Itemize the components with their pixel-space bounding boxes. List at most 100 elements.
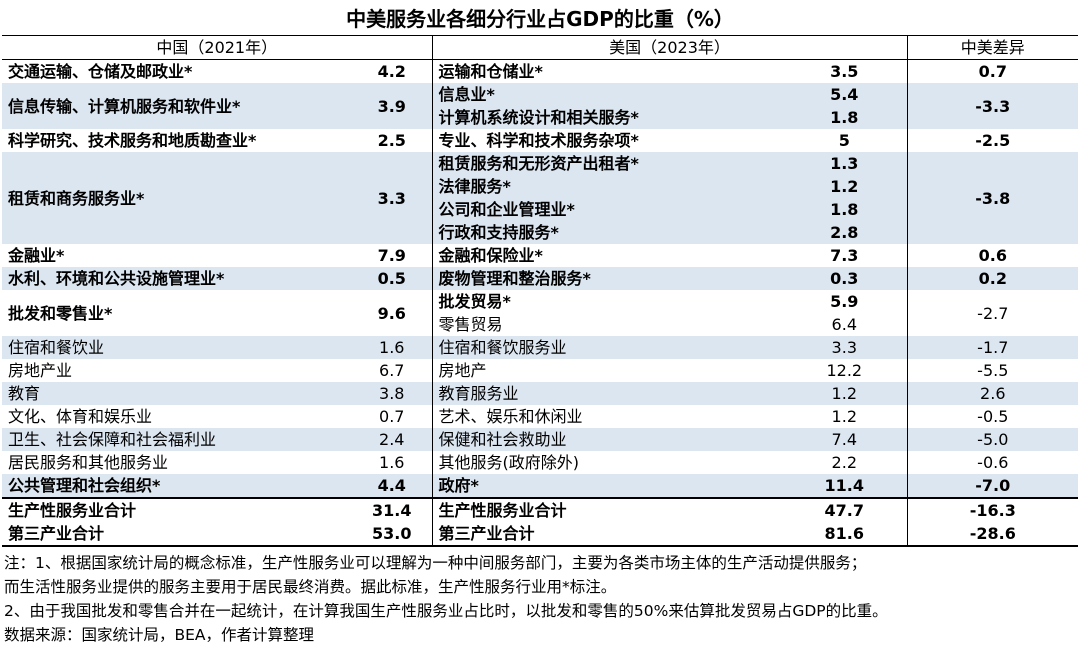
cn-industry: 生产性服务业合计: [2, 497, 352, 522]
us-value: 1.8: [782, 198, 908, 221]
header-row: 中国（2021年） 美国（2023年） 中美差异: [2, 35, 1079, 60]
diff-value: -5.0: [906, 428, 1079, 451]
cn-industry: 水利、环境和公共设施管理业*: [2, 267, 352, 290]
cn-industry: 金融业*: [8, 246, 65, 265]
table: 中国（2021年） 美国（2023年） 中美差异 交通运输、仓储及邮政业* 4.2…: [2, 35, 1079, 547]
row: 法律服务* 1.2: [2, 175, 1078, 198]
us-industry: 零售贸易: [431, 313, 783, 336]
us-value: 12.2: [826, 361, 863, 380]
us-industry: 法律服务*: [431, 175, 783, 198]
diff-value: -16.3: [906, 497, 1079, 522]
cn-value: 9.6: [377, 303, 406, 323]
row: 租赁和商务服务业* 3.3 租赁服务和无形资产出租者* 1.3 -3.8: [2, 152, 1079, 244]
row: 计算机系统设计和相关服务* 1.8: [2, 106, 1078, 129]
cn-value: 3.8: [352, 382, 433, 405]
diff-value: -28.6: [906, 522, 1079, 547]
row: 公司和企业管理业* 1.8: [2, 198, 1078, 221]
us-value: 3.3: [782, 336, 908, 359]
row: 科学研究、技术服务和地质勘查业* 2.5 专业、科学和技术服务杂项* 5 -2.5: [2, 129, 1079, 152]
cn-industry: 卫生、社会保障和社会福利业: [2, 428, 352, 451]
diff-value: 2.6: [906, 382, 1079, 405]
note-line: 2、由于我国批发和零售合并在一起统计，在计算我国生产性服务业占比时，以批发和零售…: [4, 602, 888, 620]
cn-industry: 公共管理和社会组织*: [2, 474, 352, 498]
cn-industry: 信息传输、计算机服务和软件业*: [2, 83, 352, 129]
diff-value: -1.7: [906, 336, 1079, 359]
note-line: 而生活性服务业提供的服务主要用于居民最终消费。据此标准，生产性服务行业用*标注。: [4, 578, 617, 596]
us-industry: 公司和企业管理业*: [431, 198, 783, 221]
cn-industry: 文化、体育和娱乐业: [8, 407, 153, 426]
us-value: 1.8: [782, 106, 908, 129]
us-value: 6.4: [831, 315, 857, 334]
us-value: 1.2: [782, 175, 908, 198]
cn-industry: 教育: [2, 382, 352, 405]
total-row: 第三产业合计 53.0 第三产业合计 81.6 -28.6: [2, 522, 1079, 547]
us-value: 81.6: [782, 522, 908, 547]
cn-value: 2.4: [352, 428, 433, 451]
diff-value: -3.8: [906, 152, 1079, 244]
row: 房地产业 6.7 房地产 12.2 -5.5: [2, 359, 1079, 382]
cn-value: 3.9: [352, 83, 433, 129]
us-industry: 行政和支持服务*: [431, 221, 783, 244]
cn-industry: 住宿和餐饮业: [2, 336, 352, 359]
diff-value: -0.6: [906, 451, 1079, 474]
cn-value: 1.6: [352, 336, 433, 359]
diff-value: 0.6: [906, 244, 1079, 267]
us-value: 1.2: [782, 382, 908, 405]
cn-value: 4.2: [377, 62, 406, 81]
us-value: 7.4: [782, 428, 908, 451]
cn-value: 2.5: [377, 131, 406, 150]
us-industry: 生产性服务业合计: [431, 497, 783, 522]
cn-industry: 交通运输、仓储及邮政业*: [8, 62, 193, 81]
us-industry: 艺术、娱乐和休闲业: [431, 405, 783, 428]
header-cell: 中美差异: [906, 35, 1079, 60]
us-value: 5: [838, 131, 850, 150]
cn-value: 0.5: [352, 267, 433, 290]
row: 卫生、社会保障和社会福利业 2.4 保健和社会救助业 7.4 -5.0: [2, 428, 1079, 451]
cn-value: 7.9: [377, 246, 406, 265]
cn-value: 31.4: [352, 497, 433, 522]
diff-value: 0.7: [906, 59, 1079, 83]
us-industry: 政府*: [431, 474, 783, 498]
us-industry: 信息业*: [431, 83, 783, 106]
us-value: 5.9: [830, 292, 859, 311]
row: 交通运输、仓储及邮政业* 4.2 运输和仓储业* 3.5 0.7: [2, 59, 1079, 83]
header-cell: 中国（2021年）: [2, 35, 433, 60]
row: 信息传输、计算机服务和软件业* 3.9 信息业* 5.4 -3.3: [2, 83, 1079, 129]
us-value: 47.7: [782, 497, 908, 522]
us-value: 7.3: [830, 246, 859, 265]
cn-industry: 科学研究、技术服务和地质勘查业*: [8, 131, 257, 150]
us-industry: 其他服务(政府除外): [431, 451, 783, 474]
us-value: 3.5: [830, 62, 859, 81]
row: 水利、环境和公共设施管理业* 0.5 废物管理和整治服务* 0.3 0.2: [2, 267, 1079, 290]
us-industry: 第三产业合计: [431, 522, 783, 547]
table-body: 中国（2021年） 美国（2023年） 中美差异 交通运输、仓储及邮政业* 4.2…: [2, 35, 1079, 547]
us-industry: 运输和仓储业*: [431, 59, 783, 83]
cn-industry: 居民服务和其他服务业: [8, 453, 169, 472]
diff-value: -0.5: [906, 405, 1079, 428]
us-industry: 废物管理和整治服务*: [431, 267, 783, 290]
us-industry: 保健和社会救助业: [431, 428, 783, 451]
cn-value: 53.0: [352, 522, 433, 547]
us-industry: 住宿和餐饮服务业: [431, 336, 783, 359]
us-industry: 房地产: [431, 359, 783, 382]
cn-value: 6.7: [379, 361, 405, 380]
us-value: 2.2: [831, 453, 857, 472]
total-row: 生产性服务业合计 31.4 生产性服务业合计 47.7 -16.3: [2, 497, 1079, 522]
diff-value: -2.7: [906, 290, 1079, 336]
cn-industry: 房地产业: [8, 361, 73, 380]
header-cell: 美国（2023年）: [431, 35, 908, 60]
note-line: 数据来源：国家统计局，BEA，作者计算整理: [4, 626, 315, 644]
title: 中美服务业各细分行业占GDP的比重（%）: [346, 7, 734, 31]
us-industry: 教育服务业: [431, 382, 783, 405]
us-value: 0.3: [782, 267, 908, 290]
cn-value: 1.6: [379, 453, 405, 472]
us-industry: 专业、科学和技术服务杂项*: [431, 129, 783, 152]
cn-industry: 批发和零售业*: [8, 303, 113, 323]
us-value: 1.2: [831, 407, 857, 426]
row: 教育 3.8 教育服务业 1.2 2.6: [2, 382, 1079, 405]
cn-value: 4.4: [352, 474, 433, 498]
cn-value: 0.7: [379, 407, 405, 426]
diff-value: -7.0: [906, 474, 1079, 498]
row: 金融业* 7.9 金融和保险业* 7.3 0.6: [2, 244, 1079, 267]
